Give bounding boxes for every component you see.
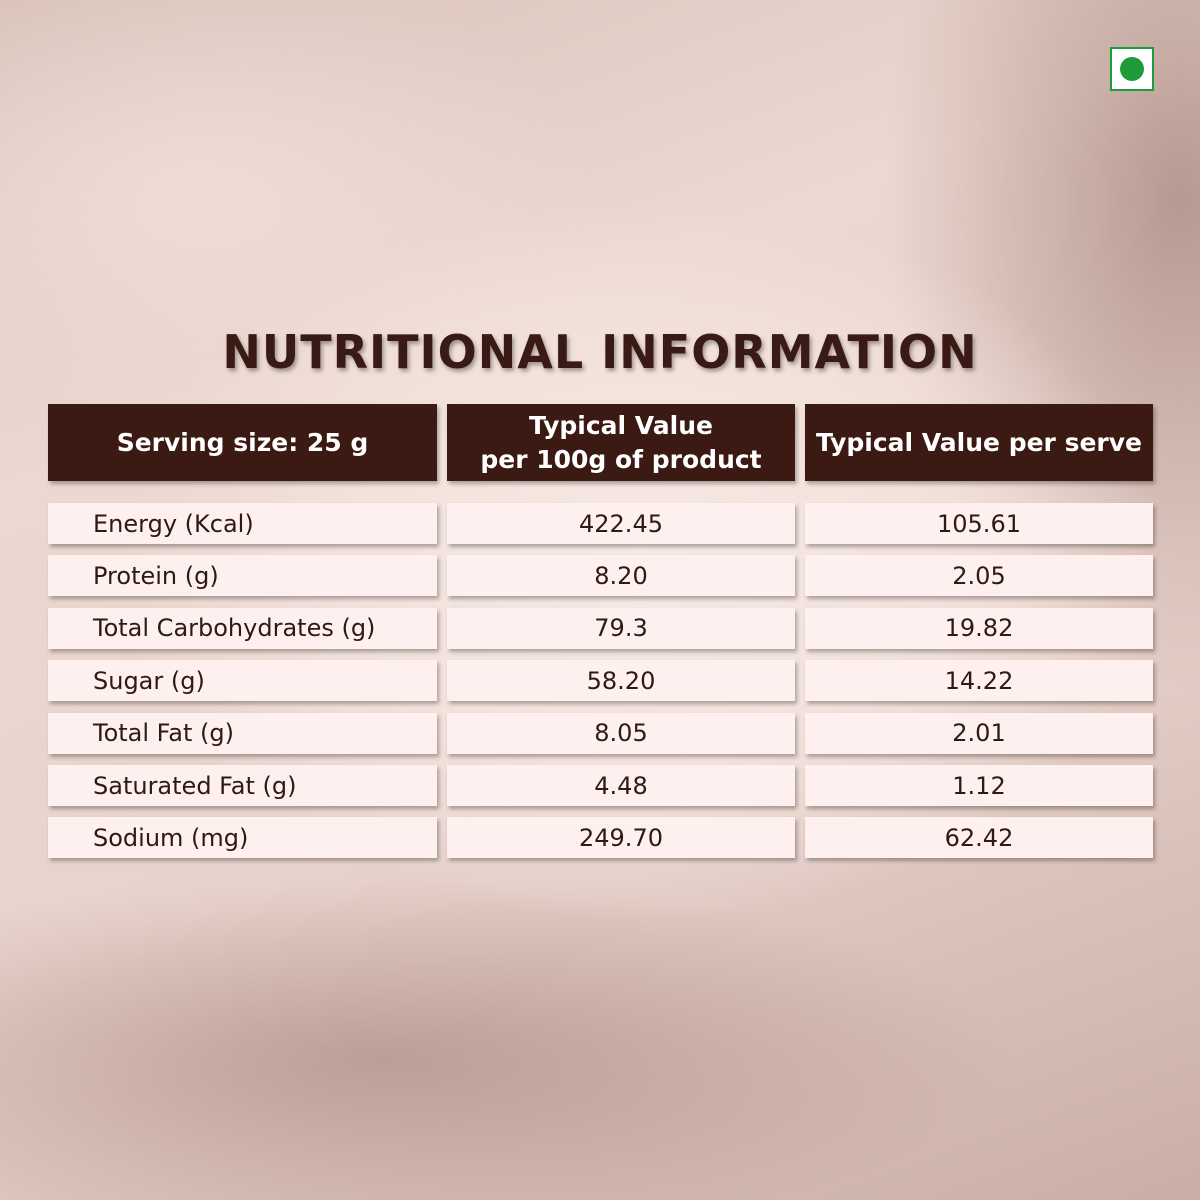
row-value: 2.01 (805, 712, 1153, 754)
row-label: Sodium (mg) (48, 817, 437, 859)
row-value: 62.42 (805, 817, 1153, 859)
title: NUTRITIONAL INFORMATION (222, 325, 978, 379)
row-value: 19.82 (805, 607, 1153, 649)
row-label: Total Carbohydrates (g) (48, 607, 437, 649)
row-value: 58.20 (447, 660, 795, 702)
row-value: 422.45 (447, 503, 795, 544)
row-value: 105.61 (805, 503, 1153, 544)
row-value: 8.20 (447, 555, 795, 597)
header-text: per 100g of product (480, 444, 762, 474)
row-label: Protein (g) (48, 555, 437, 597)
row-value: 4.48 (447, 765, 795, 806)
veg-mark (1110, 47, 1154, 91)
header-cell: Typical Value per serve (805, 404, 1153, 481)
header-cell: Typical Value per 100g of product (447, 404, 795, 481)
row-value: 79.3 (447, 607, 795, 649)
header-text: Typical Value (529, 410, 713, 440)
row-value: 1.12 (805, 765, 1153, 806)
row-label: Total Fat (g) (48, 712, 437, 754)
veg-dot (1120, 57, 1144, 81)
row-value: 249.70 (447, 817, 795, 859)
row-label: Saturated Fat (g) (48, 765, 437, 806)
row-value: 8.05 (447, 712, 795, 754)
row-value: 2.05 (805, 555, 1153, 597)
header-text: Typical Value per serve (816, 427, 1142, 457)
row-value: 14.22 (805, 660, 1153, 702)
row-label: Sugar (g) (48, 660, 437, 702)
header-cell: Serving size: 25 g (48, 404, 437, 481)
row-label: Energy (Kcal) (48, 503, 437, 544)
header-text: Serving size: 25 g (116, 427, 369, 457)
